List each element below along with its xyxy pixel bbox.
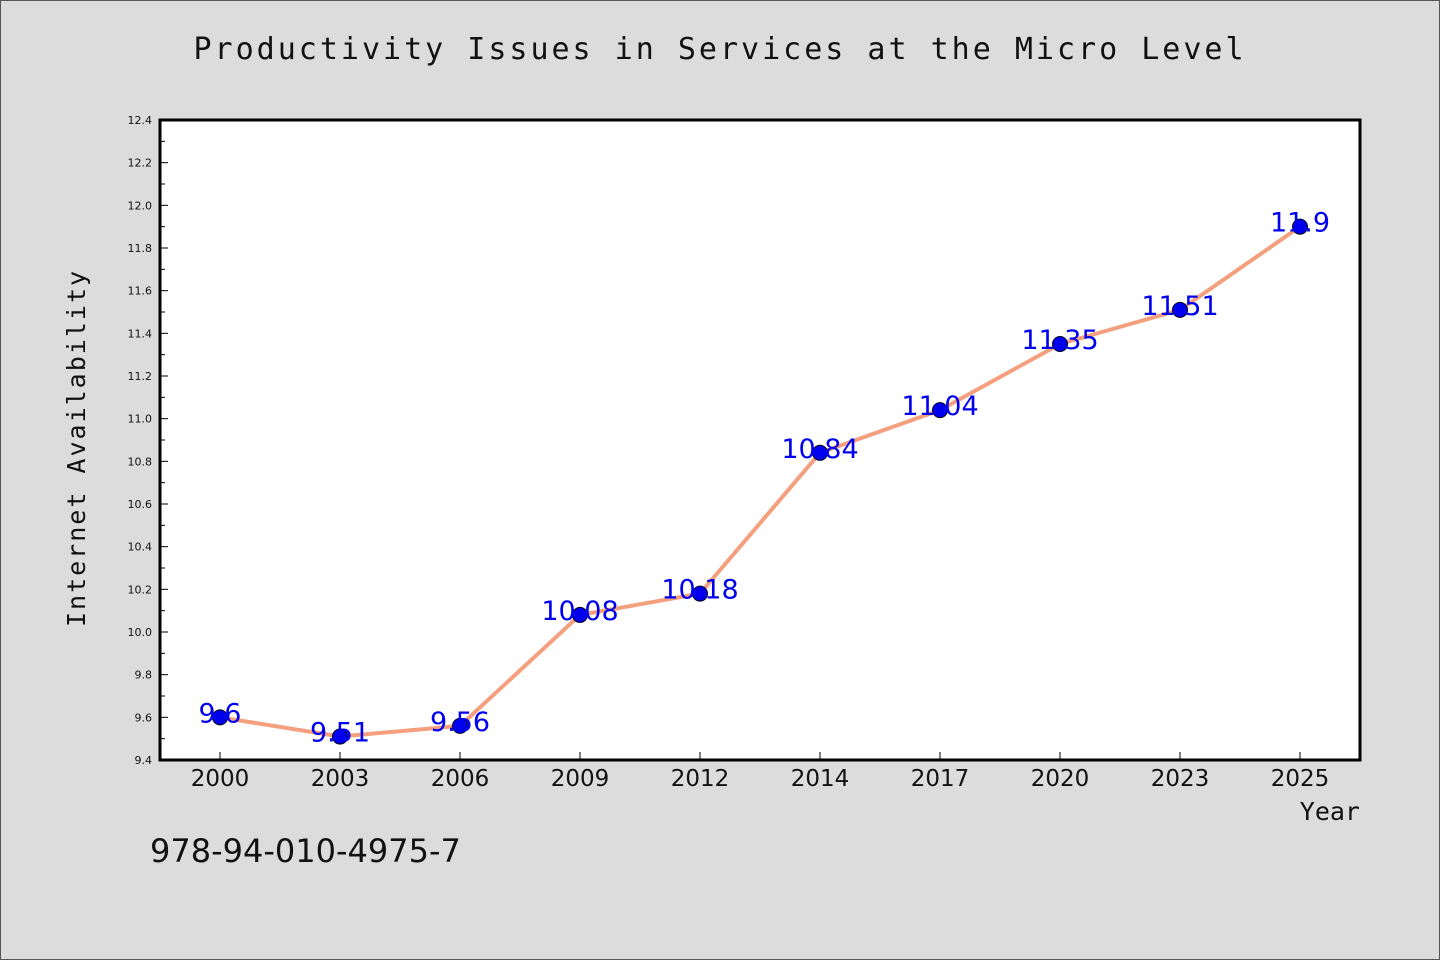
y-tick-label: 9.6 [135,711,153,724]
y-tick-label: 12.4 [128,114,153,127]
y-tick-label: 11.8 [128,242,153,255]
data-point [932,402,948,419]
data-label: 9.6 [199,698,242,729]
data-point [572,606,588,623]
data-point [692,585,708,602]
data-point [332,728,348,745]
data-label: 10.18 [661,575,738,606]
data-label: 11.04 [901,391,978,422]
y-tick-label: 10.8 [128,455,153,468]
x-tick-label: 2012 [671,766,730,792]
y-tick-label: 10.4 [128,541,153,554]
y-tick-label: 12.2 [128,157,153,170]
data-label: 11.51 [1141,291,1218,322]
data-point [812,444,828,461]
x-tick-label: 2014 [791,766,850,792]
x-tick-label: 2006 [431,766,490,792]
y-tick-label: 11.0 [128,413,153,426]
x-tick-label: 2017 [911,766,970,792]
data-label: 10.84 [781,434,858,465]
y-tick-label: 10.0 [128,626,153,639]
data-label: 9.56 [430,707,490,738]
y-tick-label: 11.2 [128,370,153,383]
y-tick-label: 10.2 [128,583,153,596]
x-tick-label: 2000 [191,766,250,792]
x-tick-label: 2003 [311,766,370,792]
markers [212,218,1308,745]
y-tick-label: 12.0 [128,199,153,212]
x-tick-label: 2009 [551,766,610,792]
data-labels: 9.6 9.51 9.56 10.08 10.18 10.84 11.04 11.35 11.5… [199,208,1331,749]
chart-title: Productivity Issues in Services at the M… [193,32,1247,67]
isbn-footnote: 978-94-010-4975-7 [150,832,461,870]
data-label: 10.08 [541,596,618,627]
series-line [218,224,1302,739]
data-point [212,709,228,726]
y-tick-label: 9.4 [135,754,153,767]
y-tick-label: 11.6 [128,285,153,298]
y-tick-label: 11.4 [128,327,153,340]
y-tick-label: 10.6 [128,498,153,511]
data-label: 11.9 [1270,208,1330,239]
y-axis-label: Internet Availability [62,269,91,627]
x-axis-label: Year [1300,797,1360,826]
y-axis: 9.4 9.6 9.8 10.0 10.2 10.4 10.6 10.8 11.0 11.2 11.… [128,114,168,767]
data-point [1052,336,1068,352]
data-point [1292,218,1308,235]
y-tick-label: 9.8 [135,669,153,682]
data-point [1172,301,1188,318]
data-label: 11.35 [1021,325,1098,356]
plot-area [158,118,1362,762]
data-point [452,717,468,734]
series-line-path [218,224,1302,739]
x-tick-label: 2020 [1031,766,1090,792]
x-tick-label: 2025 [1271,766,1330,792]
x-axis: 2000 2003 2006 2009 2012 2014 2017 2020 2023 2025 [191,752,1330,792]
x-tick-label: 2023 [1151,766,1210,792]
data-label: 9.51 [310,718,370,749]
